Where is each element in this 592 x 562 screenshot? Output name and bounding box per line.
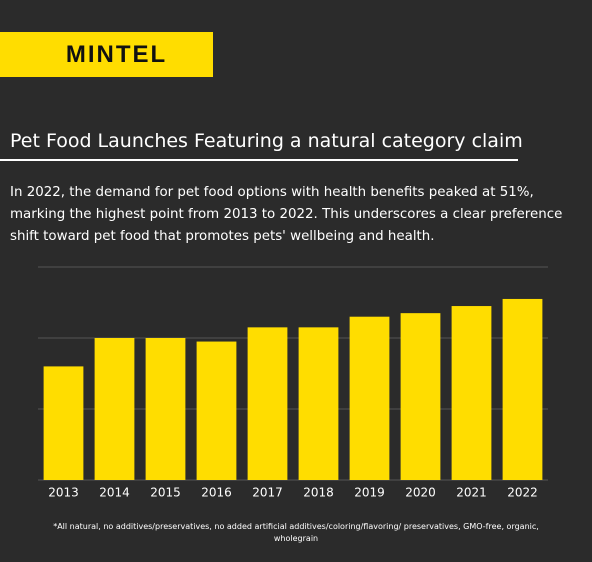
x-tick-label: 2013 [48, 486, 79, 500]
chart-title: Pet Food Launches Featuring a natural ca… [10, 130, 523, 152]
x-tick-label: 2018 [303, 486, 334, 500]
x-tick-label: 2016 [201, 486, 232, 500]
bar [247, 327, 288, 480]
bar [298, 327, 339, 480]
x-tick-label: 2015 [150, 486, 181, 500]
brand: MINTEL [65, 40, 168, 68]
x-tick-label: 2021 [456, 486, 487, 500]
x-tick-label: 2014 [99, 486, 130, 500]
bar [196, 341, 237, 480]
footnote: *All natural, no additives/preservatives… [53, 522, 539, 543]
x-tick-label: 2017 [252, 486, 283, 500]
bar [502, 298, 543, 480]
logo: MINTEL [0, 32, 213, 77]
x-tick-label: 2020 [405, 486, 436, 500]
bar [451, 306, 492, 480]
x-tick-label: 2019 [354, 486, 385, 500]
x-tick-label: 2022 [507, 486, 538, 500]
bar [349, 316, 390, 480]
bar [400, 313, 441, 480]
bar [43, 366, 84, 480]
subtitle: In 2022, the demand for pet food options… [10, 185, 563, 244]
title-rule [0, 159, 518, 161]
bar [94, 338, 135, 480]
bar [145, 338, 186, 480]
